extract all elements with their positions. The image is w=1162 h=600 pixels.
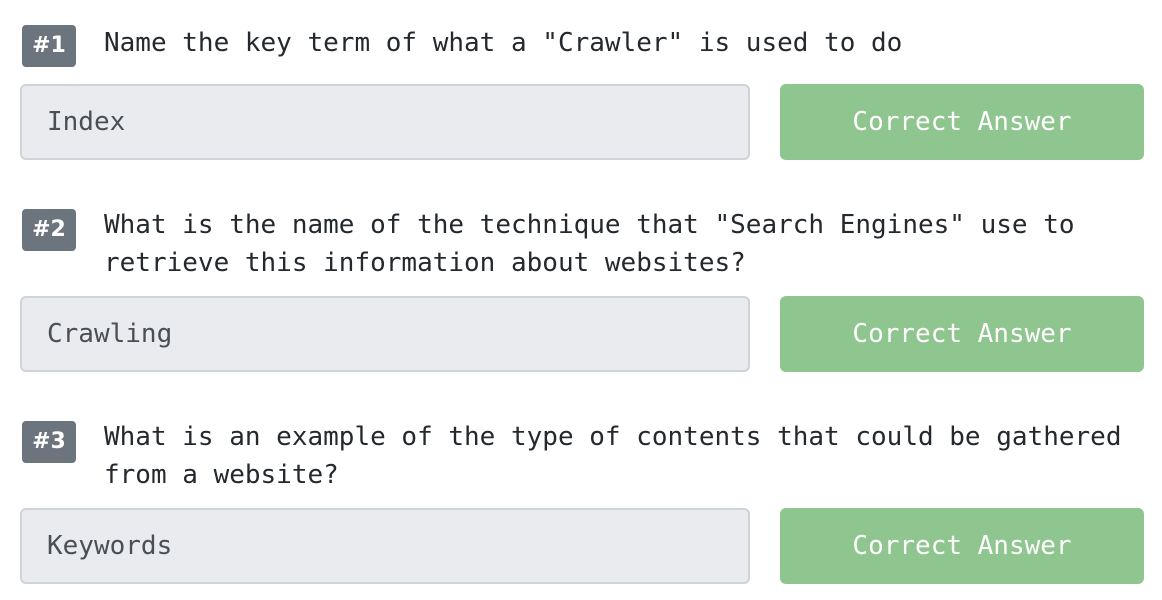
- question-header: #3 What is an example of the type of con…: [20, 416, 1144, 490]
- answer-input[interactable]: [20, 508, 750, 584]
- correct-answer-button[interactable]: Correct Answer: [780, 508, 1144, 584]
- question-number-badge: #3: [22, 421, 76, 463]
- question-number-badge: #1: [22, 25, 76, 67]
- answer-row: Correct Answer: [20, 508, 1144, 584]
- question-text: What is the name of the technique that "…: [104, 210, 1091, 278]
- correct-answer-button[interactable]: Correct Answer: [780, 296, 1144, 372]
- question-block-1: #1 Name the key term of what a "Crawler"…: [20, 22, 1144, 160]
- answer-input[interactable]: [20, 84, 750, 160]
- answer-row: Correct Answer: [20, 84, 1144, 160]
- question-number-badge: #2: [22, 209, 76, 251]
- question-text: What is an example of the type of conten…: [104, 422, 1138, 490]
- question-block-2: #2 What is the name of the technique tha…: [20, 204, 1144, 372]
- answer-input[interactable]: [20, 296, 750, 372]
- question-header: #1 Name the key term of what a "Crawler"…: [20, 22, 1144, 82]
- question-header: #2 What is the name of the technique tha…: [20, 204, 1144, 278]
- answer-row: Correct Answer: [20, 296, 1144, 372]
- question-text: Name the key term of what a "Crawler" is…: [104, 28, 903, 58]
- question-block-3: #3 What is an example of the type of con…: [20, 416, 1144, 584]
- correct-answer-button[interactable]: Correct Answer: [780, 84, 1144, 160]
